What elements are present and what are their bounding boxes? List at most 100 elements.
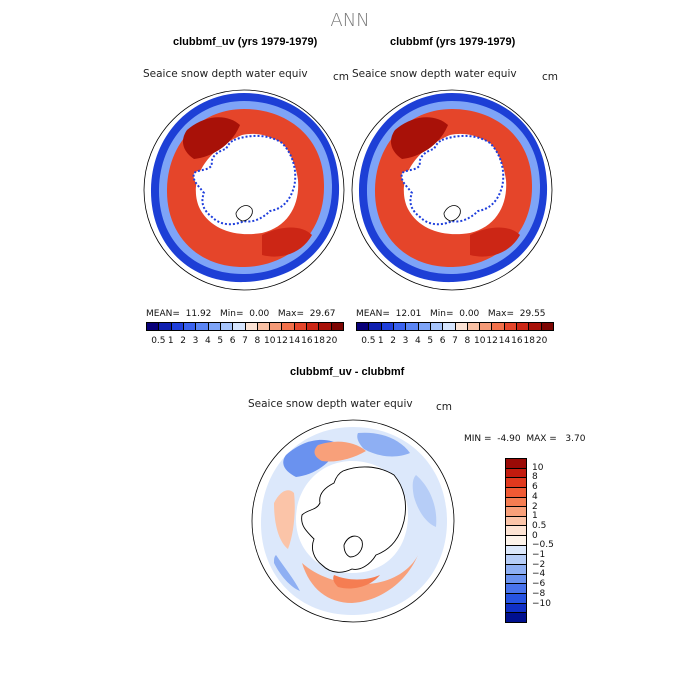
colorbar-cell: [220, 323, 234, 330]
diff-colorbar-tick-label: 1: [532, 511, 538, 522]
colorbar-cell: [171, 323, 184, 330]
colorbar-cell: [294, 323, 308, 330]
colorbar-cell: [381, 323, 394, 330]
colorbar-tick-label: 6: [229, 336, 236, 346]
colorbar-cell: [393, 323, 407, 330]
diff-colorbar-tick-label: −0.5: [532, 540, 554, 551]
colorbar-cell: [455, 323, 468, 330]
colorbar-tick-label: 0.5: [151, 336, 166, 346]
diff-colorbar-cell: [506, 593, 526, 604]
colorbar-tick-label: 2: [390, 336, 396, 346]
colorbar-tick-label: 8: [464, 336, 471, 346]
colorbar-cell: [504, 323, 518, 330]
diff-red-patch-s2: [333, 575, 380, 589]
colorbar-cell: [430, 323, 444, 330]
colorbar-cell: [529, 323, 542, 330]
diff-colorbar-cell: [506, 555, 526, 566]
colorbar-cell: [147, 323, 160, 330]
diff-colorbar-cell: [506, 516, 526, 527]
colorbar-cell: [208, 323, 221, 330]
colorbar-cell: [270, 323, 283, 330]
diff-colorbar-tick-label: 8: [532, 472, 538, 483]
colorbar-tick-label: 10: [264, 336, 276, 346]
diff-colorbar-tick-label: 6: [532, 482, 538, 493]
colorbar-cell: [233, 323, 246, 330]
panel-2-snow-dark-patch-2: [470, 227, 520, 257]
panel-2-antarctica: [400, 134, 505, 226]
panel-1-colorbar: [146, 322, 344, 331]
diff-colorbar-cell: [506, 507, 526, 517]
panel-2-snow-dark-patch: [390, 117, 448, 159]
diff-colorbar-tick-label: 10: [532, 462, 544, 473]
diff-colorbar-tick-label: 2: [532, 501, 538, 512]
colorbar-cell: [492, 323, 505, 330]
diff-colorbar-cell: [506, 613, 526, 622]
diff-colorbar-cell: [506, 574, 526, 585]
diff-red-patch-w: [274, 490, 295, 549]
figure-title: ANN: [330, 10, 370, 31]
panel-1-variable: Seaice snow depth water equiv: [143, 68, 308, 80]
diff-colorbar-tick-label: −8: [532, 588, 546, 599]
panel-2-variable: Seaice snow depth water equiv: [352, 68, 517, 80]
colorbar-tick-label: 20: [535, 336, 548, 346]
diff-blue-patch-sw: [274, 555, 300, 591]
colorbar-cell: [480, 323, 493, 330]
colorbar-tick-label: 3: [192, 336, 199, 346]
diff-red-patch-s: [302, 555, 418, 603]
diff-colorbar-cell: [506, 468, 526, 479]
colorbar-cell: [183, 323, 197, 330]
colorbar-cell: [319, 323, 332, 330]
diff-colorbar-tick-label: −4: [532, 569, 546, 580]
diff-panel-title: clubbmf_uv - clubbmf: [290, 366, 405, 378]
colorbar-cell: [159, 323, 172, 330]
panel-1-min: 0.00: [249, 309, 270, 319]
panel-2-colorbar: [356, 322, 554, 331]
colorbar-cell: [418, 323, 431, 330]
diff-colorbar-cell: [506, 497, 526, 508]
diff-colorbar-cell: [506, 603, 526, 614]
diff-colorbar: [505, 458, 527, 623]
diff-red-patch-n: [314, 441, 366, 462]
panel-1-unit: cm: [333, 71, 350, 83]
diff-colorbar-cell: [506, 487, 526, 498]
colorbar-tick-label: 6: [439, 336, 446, 346]
colorbar-cell: [196, 323, 209, 330]
diff-colorbar-cell: [506, 565, 526, 575]
diff-panel-stats: MIN = -4.90 MAX = 3.70: [464, 434, 586, 444]
colorbar-tick-label: 1: [167, 336, 174, 346]
diff-panel-min: -4.90: [497, 434, 521, 444]
colorbar-tick-label: 14: [498, 336, 511, 346]
colorbar-cell: [406, 323, 419, 330]
diff-colorbar-ticks: 10 8 6 4 2 1 0.5 0 −0.5 −1 −2 −4 −6 −8 −10: [532, 458, 572, 623]
panel-1-polar-map: [143, 89, 345, 291]
colorbar-tick-label: 1: [377, 336, 384, 346]
colorbar-tick-label: 18: [523, 336, 535, 346]
panel-2-colorbar-ticks: 0.5 1 2 3 4 5 6 7 8 10 12 14 16 18 20: [356, 336, 554, 348]
diff-colorbar-cell: [506, 536, 526, 546]
diff-colorbar-tick-label: −10: [532, 598, 551, 609]
colorbar-tick-label: 20: [325, 336, 338, 346]
colorbar-cell: [245, 323, 258, 330]
colorbar-tick-label: 7: [242, 336, 248, 346]
diff-panel-max: 3.70: [565, 434, 586, 444]
diff-blue-patch-n: [357, 432, 410, 457]
diff-panel-polar-map: [251, 419, 455, 623]
colorbar-cell: [357, 323, 370, 330]
diff-colorbar-tick-label: 4: [532, 491, 538, 502]
colorbar-tick-label: 16: [511, 336, 523, 346]
panel-1-antarctica: [192, 134, 297, 226]
colorbar-cell: [257, 323, 271, 330]
panel-2-stats: MEAN= 12.01 Min= 0.00 Max= 29.55: [356, 309, 546, 319]
colorbar-tick-label: 10: [474, 336, 486, 346]
colorbar-tick-label: 18: [313, 336, 325, 346]
panel-2-unit: cm: [542, 71, 559, 83]
diff-colorbar-cell: [506, 459, 526, 469]
panel-2-polar-map: [351, 89, 553, 291]
colorbar-tick-label: 12: [276, 336, 288, 346]
colorbar-tick-label: 12: [486, 336, 498, 346]
panel-1-mean: 11.92: [185, 309, 212, 319]
diff-colorbar-cell: [506, 584, 526, 594]
diff-antarctica: [301, 466, 406, 573]
panel-1-snow-dark-patch-2: [262, 227, 312, 257]
colorbar-cell: [443, 323, 456, 330]
